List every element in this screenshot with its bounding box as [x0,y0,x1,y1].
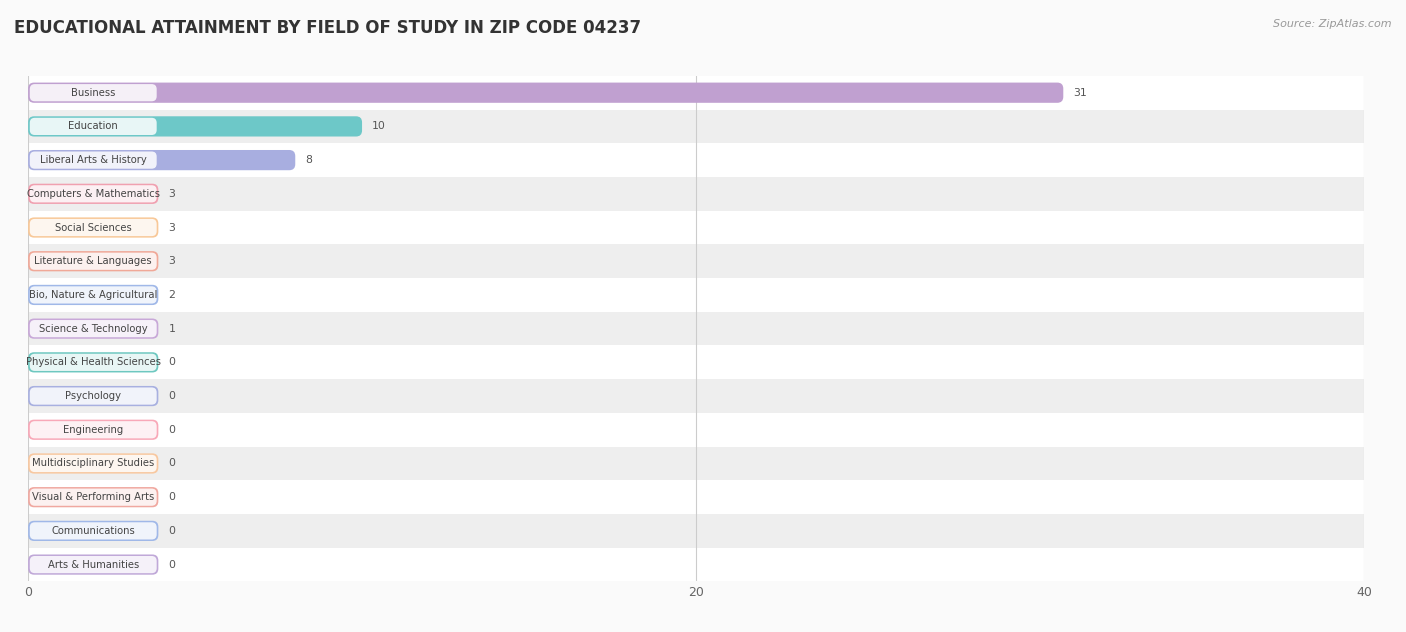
FancyBboxPatch shape [30,84,156,101]
Text: Psychology: Psychology [65,391,121,401]
Text: Bio, Nature & Agricultural: Bio, Nature & Agricultural [30,290,157,300]
FancyBboxPatch shape [28,150,295,170]
Bar [28,413,1364,447]
Text: Source: ZipAtlas.com: Source: ZipAtlas.com [1274,19,1392,29]
Bar [28,447,1364,480]
FancyBboxPatch shape [30,354,156,371]
Text: Liberal Arts & History: Liberal Arts & History [39,155,146,165]
Text: 0: 0 [169,425,176,435]
Text: Social Sciences: Social Sciences [55,222,132,233]
FancyBboxPatch shape [28,319,159,339]
Text: Education: Education [69,121,118,131]
FancyBboxPatch shape [28,352,159,372]
Bar [28,76,1364,109]
Bar [28,109,1364,143]
Text: Engineering: Engineering [63,425,124,435]
FancyBboxPatch shape [30,253,156,270]
FancyBboxPatch shape [30,455,156,472]
Text: 31: 31 [1073,88,1087,98]
Text: 3: 3 [169,222,176,233]
Bar [28,278,1364,312]
Text: 10: 10 [373,121,385,131]
Bar [28,177,1364,210]
Bar [28,312,1364,346]
Text: 1: 1 [169,324,176,334]
FancyBboxPatch shape [28,521,159,541]
FancyBboxPatch shape [30,320,156,337]
FancyBboxPatch shape [30,152,156,169]
FancyBboxPatch shape [28,285,159,305]
Bar [28,210,1364,245]
Text: Visual & Performing Arts: Visual & Performing Arts [32,492,155,502]
Bar [28,514,1364,548]
FancyBboxPatch shape [30,421,156,439]
Text: Computers & Mathematics: Computers & Mathematics [27,189,160,199]
Bar [28,480,1364,514]
Text: 0: 0 [169,559,176,569]
FancyBboxPatch shape [28,420,159,440]
Text: 0: 0 [169,458,176,468]
Bar [28,346,1364,379]
Text: Physical & Health Sciences: Physical & Health Sciences [25,357,160,367]
Text: Arts & Humanities: Arts & Humanities [48,559,139,569]
FancyBboxPatch shape [28,487,159,507]
FancyBboxPatch shape [28,184,159,204]
FancyBboxPatch shape [28,453,159,473]
Bar [28,245,1364,278]
FancyBboxPatch shape [30,219,156,236]
Bar [28,143,1364,177]
FancyBboxPatch shape [30,118,156,135]
Text: 0: 0 [169,391,176,401]
FancyBboxPatch shape [28,386,159,406]
Text: Communications: Communications [52,526,135,536]
Text: Multidisciplinary Studies: Multidisciplinary Studies [32,458,155,468]
FancyBboxPatch shape [28,554,159,574]
Text: Science & Technology: Science & Technology [39,324,148,334]
FancyBboxPatch shape [30,489,156,506]
FancyBboxPatch shape [30,522,156,540]
FancyBboxPatch shape [30,286,156,303]
Text: 3: 3 [169,256,176,266]
Text: 3: 3 [169,189,176,199]
Text: EDUCATIONAL ATTAINMENT BY FIELD OF STUDY IN ZIP CODE 04237: EDUCATIONAL ATTAINMENT BY FIELD OF STUDY… [14,19,641,37]
Text: 2: 2 [169,290,176,300]
Text: 0: 0 [169,357,176,367]
FancyBboxPatch shape [30,387,156,404]
FancyBboxPatch shape [28,251,159,271]
FancyBboxPatch shape [28,83,1063,103]
FancyBboxPatch shape [28,116,363,137]
Bar [28,548,1364,581]
FancyBboxPatch shape [30,556,156,573]
FancyBboxPatch shape [28,217,159,238]
Text: 8: 8 [305,155,312,165]
Text: Literature & Languages: Literature & Languages [34,256,152,266]
Text: 0: 0 [169,492,176,502]
Text: Business: Business [72,88,115,98]
Text: 0: 0 [169,526,176,536]
Bar [28,379,1364,413]
FancyBboxPatch shape [30,185,156,202]
